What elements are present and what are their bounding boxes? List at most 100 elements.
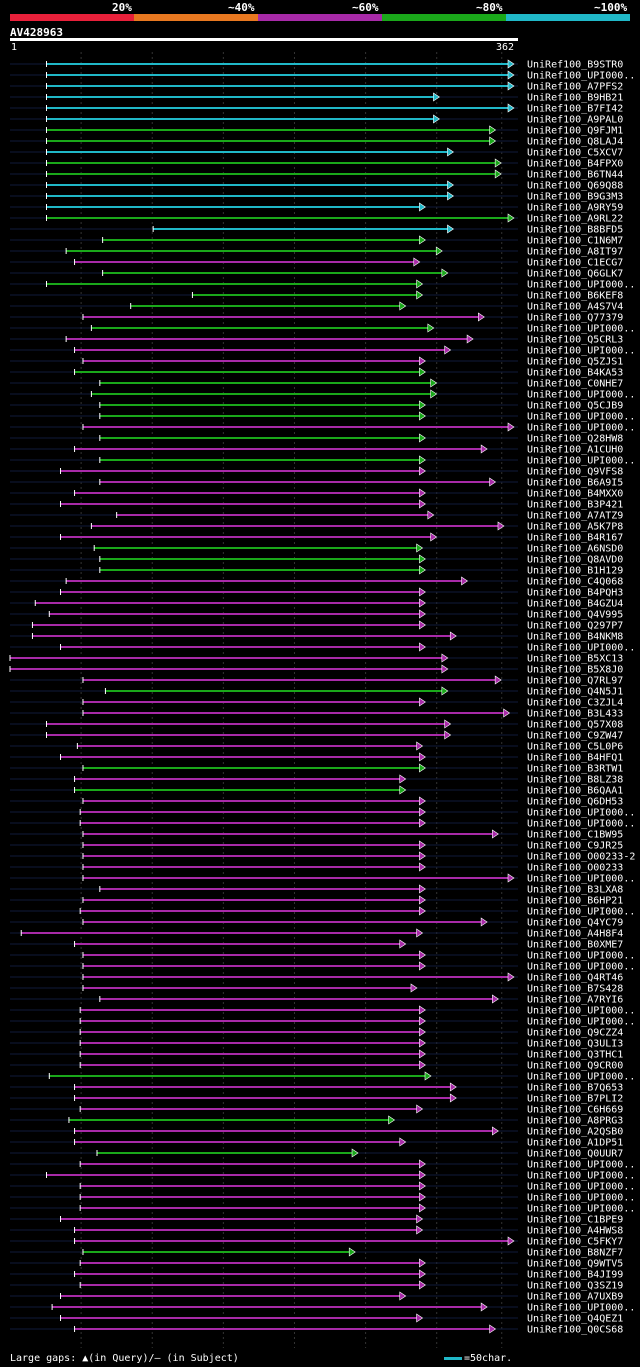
hit-name[interactable]: UniRef100_Q4V995 (527, 610, 623, 621)
hit-row[interactable]: UniRef100_Q69Q88 (10, 180, 623, 192)
hit-name[interactable]: UniRef100_UPI000.. (527, 643, 635, 654)
hit-name[interactable]: UniRef100_A9RL22 (527, 214, 623, 225)
hit-name[interactable]: UniRef100_Q3SZ19 (527, 1281, 623, 1292)
hit-name[interactable]: UniRef100_A7RYI6 (527, 995, 623, 1006)
hit-row[interactable]: UniRef100_O00233-2 (10, 851, 635, 863)
hit-row[interactable]: UniRef100_B6QAA1 (10, 785, 623, 797)
hit-name[interactable]: UniRef100_UPI000.. (527, 423, 635, 434)
hit-row[interactable]: UniRef100_C4Q068 (10, 576, 623, 588)
hit-name[interactable]: UniRef100_Q69Q88 (527, 181, 623, 192)
hit-name[interactable]: UniRef100_C5FKY7 (527, 1237, 623, 1248)
hit-name[interactable]: UniRef100_C1BPE9 (527, 1215, 623, 1226)
hit-row[interactable]: UniRef100_B4MXX0 (10, 488, 623, 500)
hit-name[interactable]: UniRef100_B4MXX0 (527, 489, 623, 500)
hit-row[interactable]: UniRef100_C0NHE7 (10, 378, 623, 390)
hit-row[interactable]: UniRef100_UPI000.. (10, 642, 635, 654)
hit-name[interactable]: UniRef100_B8BFD5 (527, 225, 623, 236)
hit-row[interactable]: UniRef100_UPI000.. (10, 1016, 635, 1028)
hit-name[interactable]: UniRef100_UPI000.. (527, 819, 635, 830)
hit-name[interactable]: UniRef100_B3RTW1 (527, 764, 623, 775)
hit-name[interactable]: UniRef100_B3LXA8 (527, 885, 623, 896)
hit-name[interactable]: UniRef100_UPI000.. (527, 1204, 635, 1215)
hit-row[interactable]: UniRef100_Q77379 (10, 312, 623, 324)
hit-name[interactable]: UniRef100_A5K7P8 (527, 522, 623, 533)
hit-row[interactable]: UniRef100_B7FI42 (10, 103, 623, 115)
hit-row[interactable]: UniRef100_A7ATZ9 (10, 510, 623, 522)
hit-row[interactable]: UniRef100_B9HB21 (10, 92, 623, 104)
hit-row[interactable]: UniRef100_Q3THC1 (10, 1049, 623, 1061)
hit-name[interactable]: UniRef100_B7PLI2 (527, 1094, 623, 1105)
hit-row[interactable]: UniRef100_B4GZU4 (10, 598, 623, 610)
hit-row[interactable]: UniRef100_C9ZW47 (10, 730, 623, 742)
hit-row[interactable]: UniRef100_C6H669 (10, 1104, 623, 1116)
hit-row[interactable]: UniRef100_Q9CR00 (10, 1060, 623, 1072)
hit-row[interactable]: UniRef100_Q297P7 (10, 620, 623, 632)
hit-name[interactable]: UniRef100_C9JR25 (527, 841, 623, 852)
hit-row[interactable]: UniRef100_Q5CRL3 (10, 334, 623, 346)
hit-row[interactable]: UniRef100_Q3SZ19 (10, 1280, 623, 1292)
hit-name[interactable]: UniRef100_B4JI99 (527, 1270, 623, 1281)
hit-row[interactable]: UniRef100_C1BPE9 (10, 1214, 623, 1226)
hit-name[interactable]: UniRef100_B7FI42 (527, 104, 623, 115)
hit-row[interactable]: UniRef100_B4R167 (10, 532, 623, 544)
hit-row[interactable]: UniRef100_A4S7V4 (10, 301, 623, 313)
hit-row[interactable]: UniRef100_B3RTW1 (10, 763, 623, 775)
hit-row[interactable]: UniRef100_B6HP21 (10, 895, 623, 907)
hit-name[interactable]: UniRef100_O00233 (527, 863, 623, 874)
hit-name[interactable]: UniRef100_B8LZ38 (527, 775, 623, 786)
hit-row[interactable]: UniRef100_A4H8F4 (10, 928, 623, 940)
hit-row[interactable]: UniRef100_Q4RT46 (10, 972, 623, 984)
hit-row[interactable]: UniRef100_Q8AVD0 (10, 554, 623, 566)
hit-row[interactable]: UniRef100_C3ZJL4 (10, 697, 623, 709)
hit-name[interactable]: UniRef100_A4H8F4 (527, 929, 623, 940)
hit-row[interactable]: UniRef100_A2QSB0 (10, 1126, 623, 1138)
hit-name[interactable]: UniRef100_UPI000.. (527, 951, 635, 962)
hit-row[interactable]: UniRef100_UPI000.. (10, 818, 635, 830)
hit-name[interactable]: UniRef100_UPI000.. (527, 962, 635, 973)
hit-row[interactable]: UniRef100_Q4QEZ1 (10, 1313, 623, 1325)
hit-row[interactable]: UniRef100_Q4V995 (10, 609, 623, 621)
hit-row[interactable]: UniRef100_B8LZ38 (10, 774, 623, 786)
hit-name[interactable]: UniRef100_A8IT97 (527, 247, 623, 258)
hit-name[interactable]: UniRef100_B5X8J0 (527, 665, 623, 676)
hit-name[interactable]: UniRef100_Q297P7 (527, 621, 623, 632)
hit-name[interactable]: UniRef100_Q9CZZ4 (527, 1028, 623, 1039)
hit-name[interactable]: UniRef100_Q4RT46 (527, 973, 623, 984)
hit-row[interactable]: UniRef100_B9STR0 (10, 59, 623, 71)
hit-row[interactable]: UniRef100_B9G3M3 (10, 191, 623, 203)
hit-row[interactable]: UniRef100_UPI000.. (10, 961, 635, 973)
hit-row[interactable]: UniRef100_Q9FJM1 (10, 125, 623, 137)
hit-name[interactable]: UniRef100_B6KEF8 (527, 291, 623, 302)
hit-row[interactable]: UniRef100_UPI000.. (10, 807, 635, 819)
hit-row[interactable]: UniRef100_B5X8J0 (9, 664, 623, 676)
hit-row[interactable]: UniRef100_Q7RL97 (10, 675, 623, 687)
hit-row[interactable]: UniRef100_UPI000.. (10, 950, 635, 962)
hit-name[interactable]: UniRef100_B4PQH3 (527, 588, 623, 599)
hit-name[interactable]: UniRef100_UPI000.. (527, 280, 635, 291)
hit-name[interactable]: UniRef100_C5L0P6 (527, 742, 623, 753)
hit-row[interactable]: UniRef100_B3L433 (10, 708, 623, 720)
hit-name[interactable]: UniRef100_B4R167 (527, 533, 623, 544)
hit-name[interactable]: UniRef100_UPI000.. (527, 412, 635, 423)
hit-row[interactable]: UniRef100_B0XME7 (10, 939, 623, 951)
hit-row[interactable]: UniRef100_C1BW95 (10, 829, 623, 841)
hit-name[interactable]: UniRef100_Q5ZJS1 (527, 357, 623, 368)
hit-name[interactable]: UniRef100_A1CUH0 (527, 445, 623, 456)
hit-row[interactable]: UniRef100_B6TN44 (10, 169, 623, 181)
hit-row[interactable]: UniRef100_A1DP51 (10, 1137, 623, 1149)
hit-row[interactable]: UniRef100_B7Q653 (10, 1082, 623, 1094)
hit-name[interactable]: UniRef100_B0XME7 (527, 940, 623, 951)
hit-name[interactable]: UniRef100_Q57X08 (527, 720, 623, 731)
hit-name[interactable]: UniRef100_A4S7V4 (527, 302, 623, 313)
hit-row[interactable]: UniRef100_C5FKY7 (10, 1236, 623, 1248)
hit-name[interactable]: UniRef100_Q9FJM1 (527, 126, 623, 137)
hit-row[interactable]: UniRef100_UPI000.. (10, 1302, 635, 1314)
hit-row[interactable]: UniRef100_B1H129 (10, 565, 623, 577)
hit-row[interactable]: UniRef100_B4JI99 (10, 1269, 623, 1281)
hit-row[interactable]: UniRef100_Q6GLK7 (10, 268, 623, 280)
hit-row[interactable]: UniRef100_Q0UUR7 (10, 1148, 623, 1160)
hit-name[interactable]: UniRef100_UPI000.. (527, 1171, 635, 1182)
hit-name[interactable]: UniRef100_UPI000.. (527, 1303, 635, 1314)
hit-name[interactable]: UniRef100_UPI000.. (527, 456, 635, 467)
hit-name[interactable]: UniRef100_UPI000.. (527, 1193, 635, 1204)
